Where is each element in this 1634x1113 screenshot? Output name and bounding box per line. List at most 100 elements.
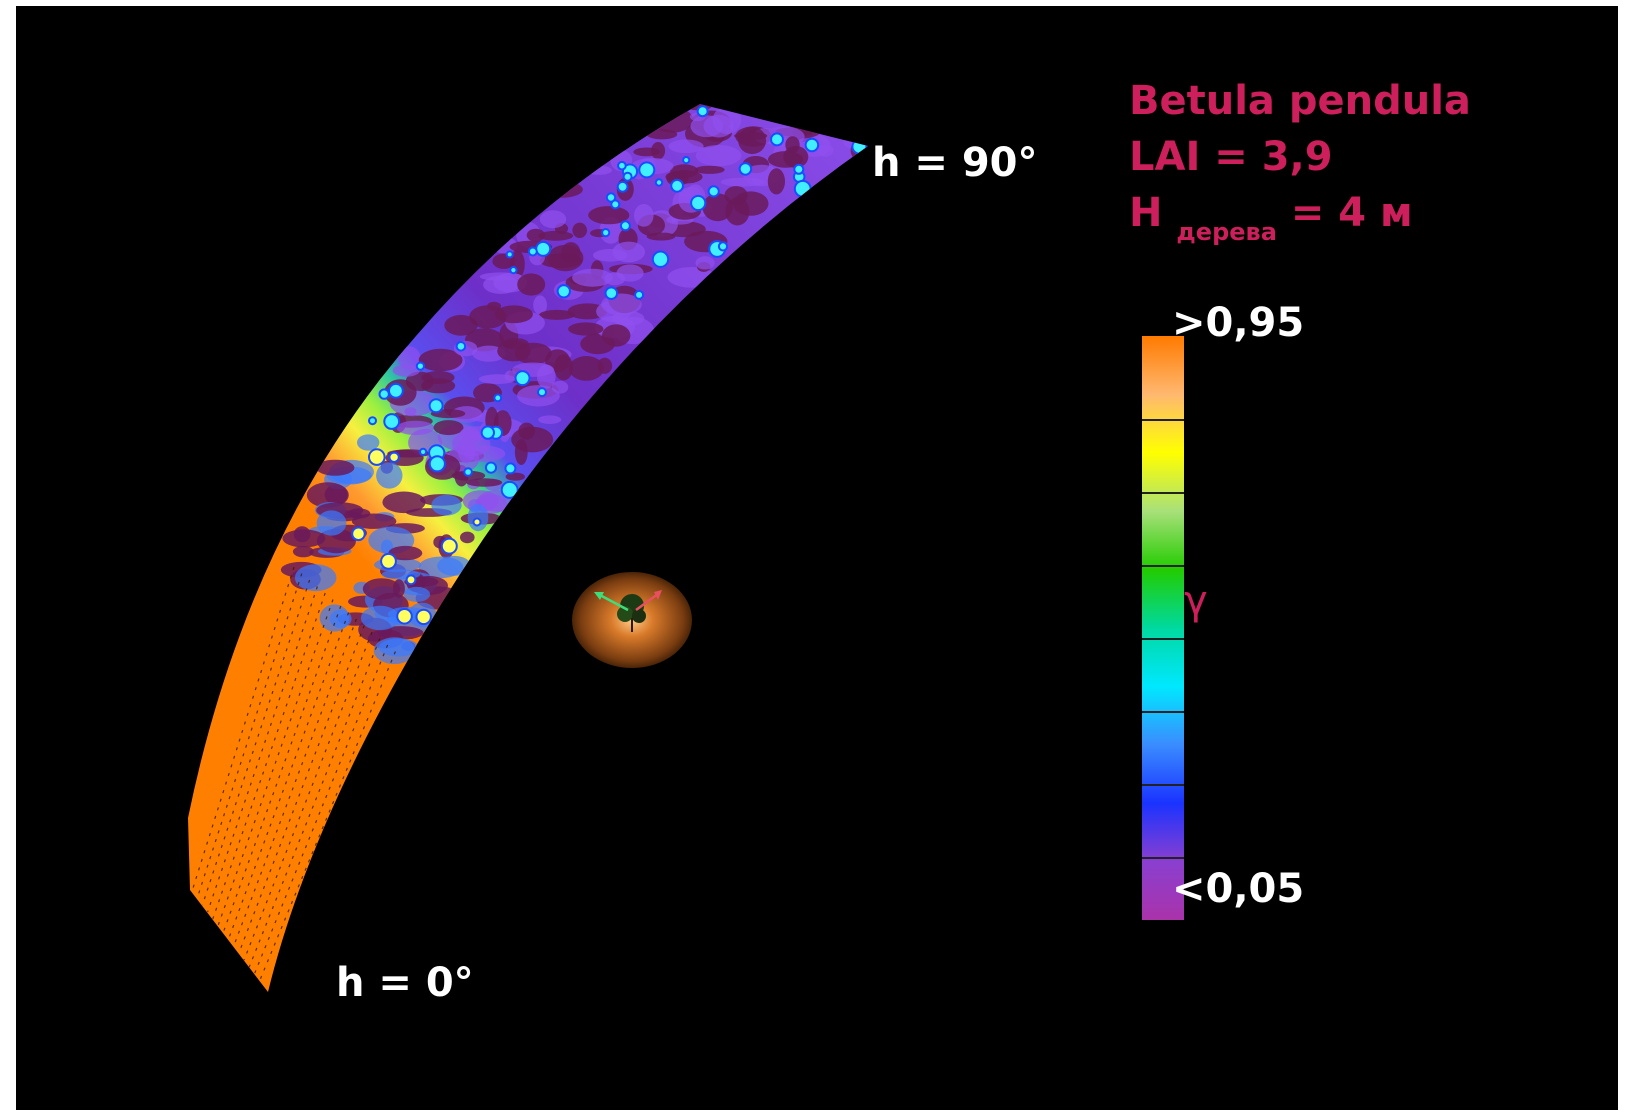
color-scale-bar (1142, 336, 1184, 920)
texture-spot (472, 517, 482, 527)
species-title: Betula pendula (1129, 78, 1471, 124)
texture-blob (478, 374, 517, 384)
texture-blob (392, 579, 405, 598)
texture-spot (617, 160, 627, 171)
texture-blob (306, 482, 349, 508)
texture-blob (567, 303, 608, 320)
texture-blob (585, 165, 613, 175)
texture-blob (316, 510, 347, 536)
tree-height-value: = 4 м (1290, 190, 1413, 236)
texture-spot (415, 608, 432, 626)
texture-blob (738, 126, 767, 155)
texture-blob (634, 204, 654, 227)
texture-blob (695, 145, 742, 167)
texture-spot (738, 162, 753, 176)
colorbar-tick (1142, 638, 1184, 640)
grid-dash-line (196, 573, 303, 899)
texture-spot (690, 194, 707, 212)
texture-blob (294, 564, 337, 592)
grid-dash-line (222, 605, 342, 933)
texture-spot (537, 387, 547, 398)
texture-spot (619, 220, 631, 232)
texture-spot (793, 179, 812, 198)
tree-height-label: H дерева = 4 м (1129, 190, 1413, 246)
texture-blob (382, 491, 426, 514)
texture-blob (362, 578, 401, 600)
texture-blob (539, 210, 567, 229)
texture-blob (702, 193, 733, 222)
texture-spot (396, 608, 413, 625)
texture-blob (633, 147, 660, 157)
texture-blob (433, 420, 464, 436)
texture-blob (316, 528, 356, 554)
texture-blob (376, 462, 403, 489)
texture-blob (403, 586, 431, 603)
texture-blob (572, 222, 587, 238)
texture-spot (368, 448, 386, 466)
colorbar-min-label: <0,05 (1172, 866, 1305, 912)
texture-spot (670, 178, 684, 193)
sky-dome-strip (188, 104, 868, 992)
texture-spot (368, 416, 377, 426)
texture-spot (696, 105, 709, 118)
texture-blob (404, 407, 417, 416)
grid-dash-line (191, 566, 295, 892)
colorbar-max-label: >0,95 (1172, 300, 1305, 346)
texture-spot (601, 228, 611, 238)
texture-blob (533, 295, 547, 315)
texture-spot (388, 382, 404, 399)
texture-blob (460, 531, 475, 544)
texture-blob (602, 324, 631, 347)
texture-spot (804, 137, 820, 153)
texture-spot (463, 467, 473, 477)
tree-model (594, 590, 662, 632)
texture-spot (707, 185, 720, 198)
texture-spot (388, 451, 400, 463)
texture-spot (770, 132, 784, 147)
texture-blob (767, 168, 786, 195)
texture-spot (651, 250, 670, 268)
colorbar-tick (1142, 565, 1184, 567)
texture-blob (703, 114, 734, 138)
texture-spot (604, 286, 619, 301)
texture-spot (527, 246, 538, 257)
texture-blobs (191, 104, 868, 982)
texture-blob (785, 136, 800, 154)
texture-blob (467, 504, 489, 532)
texture-blob (444, 314, 478, 336)
colorbar-tick (1142, 419, 1184, 421)
texture-blob (539, 309, 575, 320)
texture-spot (383, 413, 401, 430)
texture-spot (428, 455, 446, 473)
texture-spot (610, 199, 621, 210)
texture-blob (462, 490, 499, 512)
texture-spot (504, 462, 517, 475)
texture-spot (493, 393, 503, 403)
texture-blob (526, 228, 545, 242)
grid-dash-line (227, 612, 350, 940)
texture-blob (418, 348, 463, 372)
lai-label: LAI = 3,9 (1129, 134, 1333, 180)
texture-blob (431, 494, 462, 516)
texture-spot (509, 266, 518, 275)
grid-dash-line (212, 592, 326, 920)
texture-blob (463, 445, 506, 462)
texture-blob (695, 256, 715, 270)
texture-blob (651, 107, 694, 133)
texture-blob (646, 129, 678, 140)
texture-spot (484, 461, 498, 474)
texture-blob (551, 380, 569, 394)
texture-blob (568, 322, 604, 336)
texture-spot (378, 388, 390, 400)
texture-blob (392, 364, 420, 377)
texture-blob (517, 273, 546, 296)
texture-blob (670, 164, 699, 178)
texture-blob (817, 144, 834, 157)
grid-dash-line (207, 586, 318, 913)
texture-spot (500, 480, 519, 499)
texture-spot (380, 552, 397, 570)
texture-spot (634, 289, 645, 300)
colorbar-tick (1142, 784, 1184, 786)
texture-spot (455, 341, 467, 352)
texture-blob (612, 241, 645, 263)
